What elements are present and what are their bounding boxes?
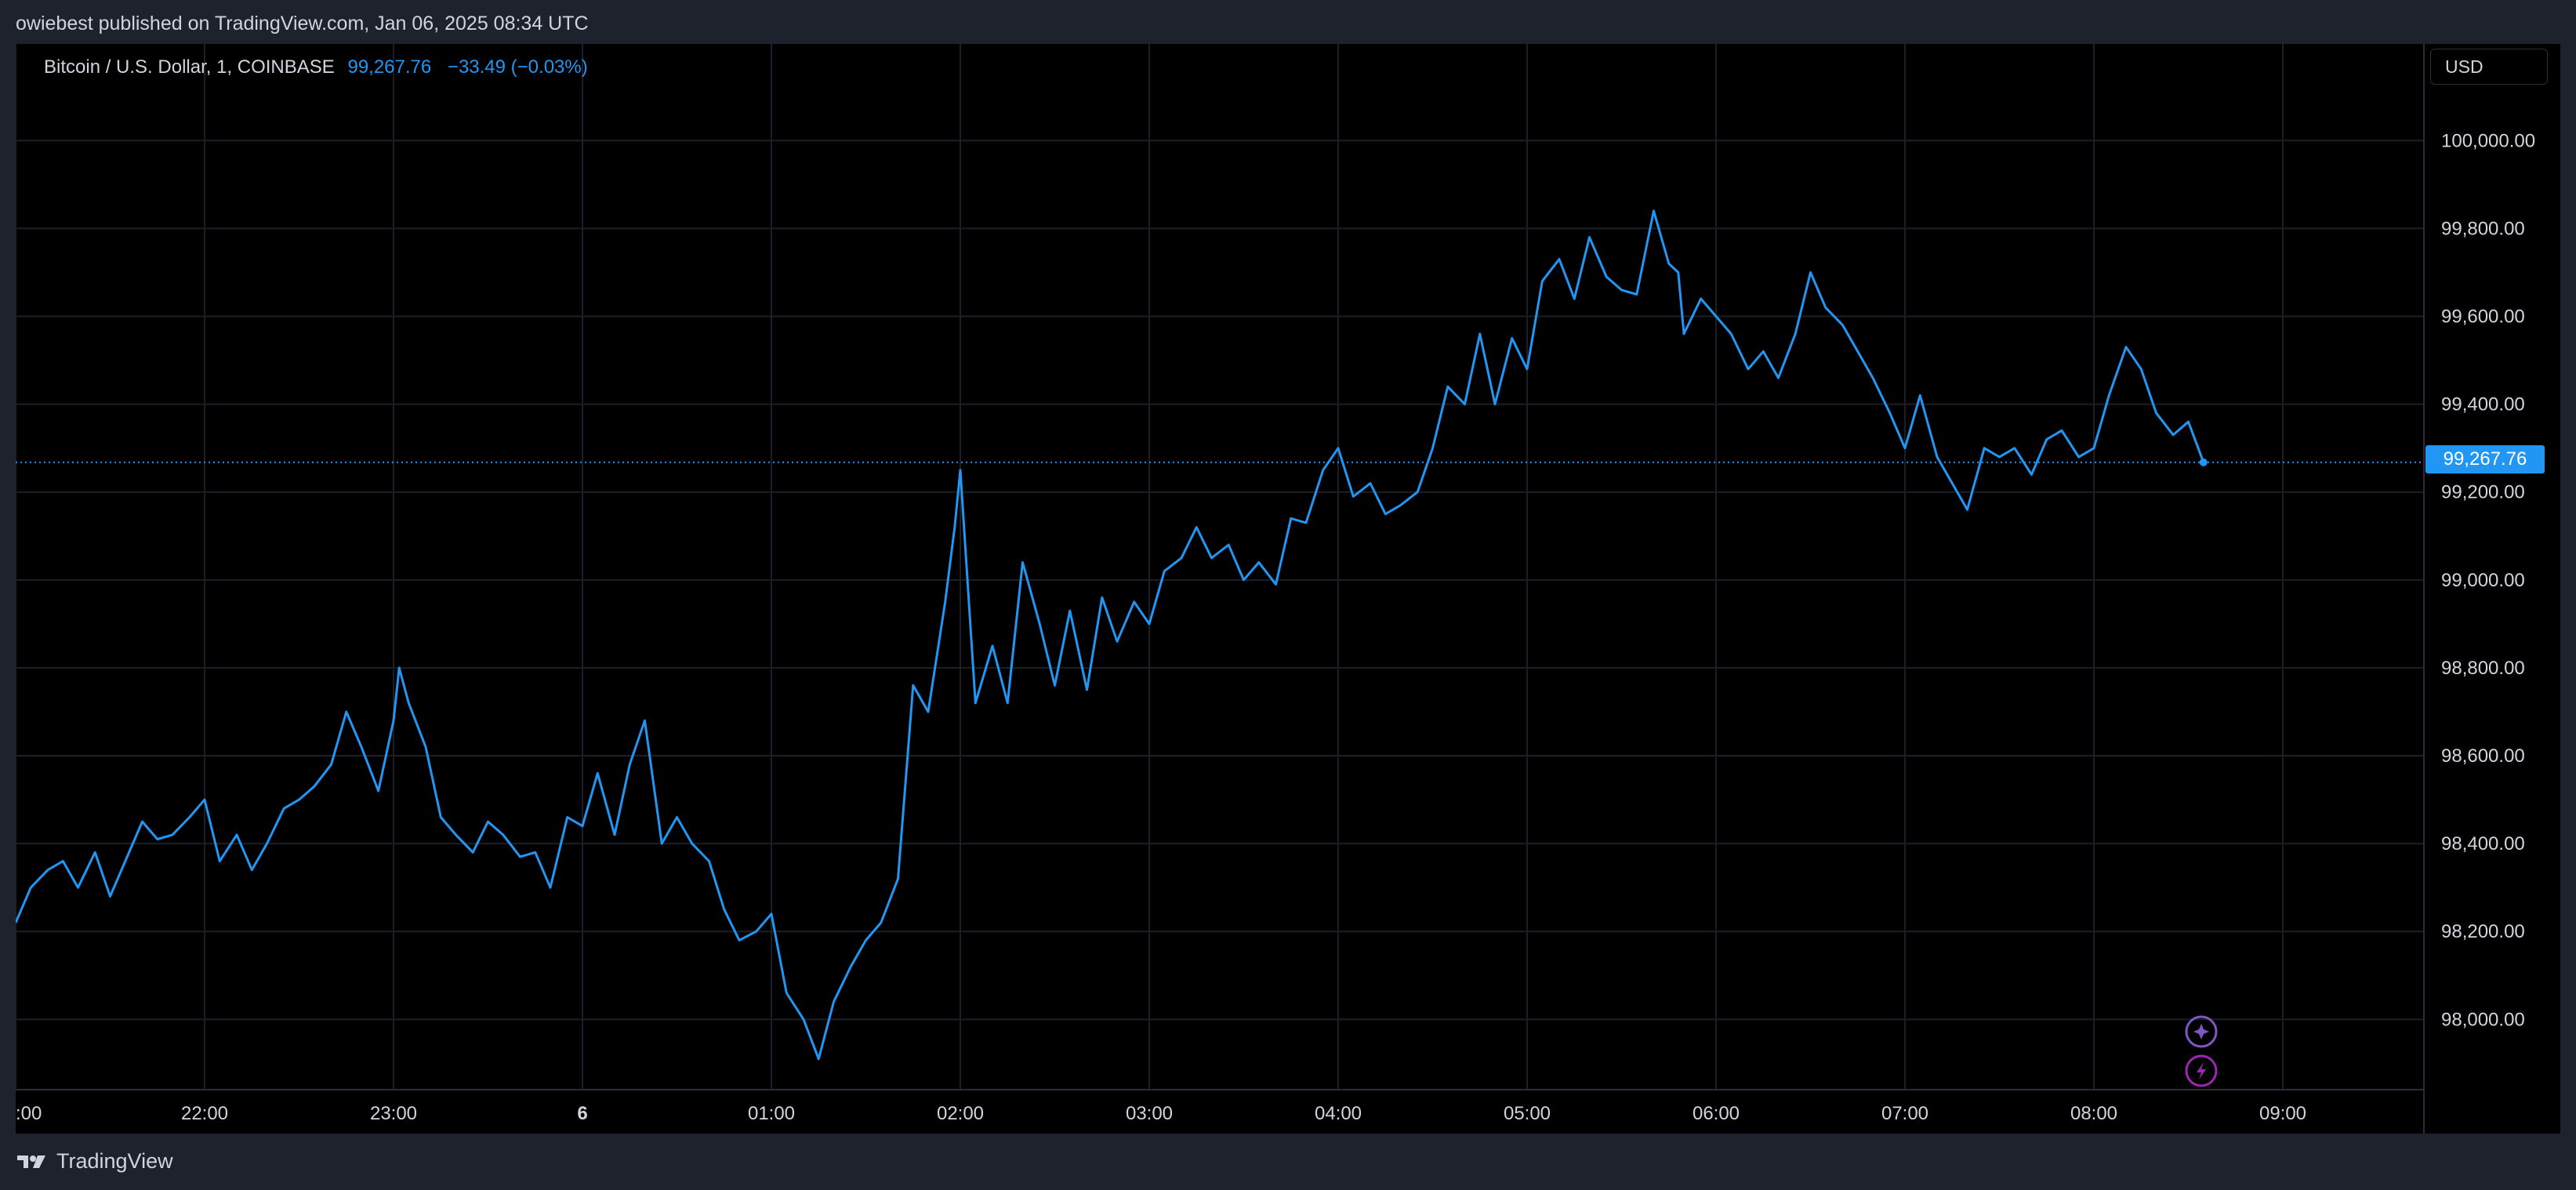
time-tick-label: 23:00 [370,1103,417,1124]
time-tick-label: 6 [577,1103,587,1124]
lightning-icon [2197,1062,2206,1079]
price-axis-labels[interactable]: 98,000.00 98,200.00 98,400.00 98,600.00 98,8… [2441,130,2535,1030]
price-tick-label: 98,200.00 [2441,921,2525,942]
last-price-value: 99,267.76 [347,56,432,78]
currency-button[interactable]: USD [2430,49,2548,85]
price-tick-label: 100,000.00 [2441,130,2535,151]
last-price-tag: 99,267.76 [2425,445,2545,473]
price-tick-label: 99,400.00 [2441,394,2525,415]
last-price-dot [2199,458,2208,466]
time-tick-label: :00 [16,1103,42,1124]
time-tick-label: 22:00 [181,1103,228,1124]
time-tick-label: 02:00 [937,1103,984,1124]
price-tick-label: 99,800.00 [2441,218,2525,239]
chart-grid [16,44,2424,1090]
time-tick-label: 07:00 [1881,1103,1928,1124]
time-tick-label: 04:00 [1315,1103,1362,1124]
lightning-button[interactable] [2185,1054,2218,1087]
price-tick-label: 98,400.00 [2441,833,2525,854]
price-series-line [16,209,2205,1061]
price-tick-label: 98,000.00 [2441,1009,2525,1030]
footer-bar: TradingView [0,1134,2576,1190]
tradingview-logo-icon [17,1155,45,1168]
sparkle-button[interactable] [2185,1015,2218,1048]
published-by-text: owiebest published on TradingView.com, J… [16,13,589,34]
price-tick-label: 98,600.00 [2441,746,2525,767]
price-tick-label: 99,000.00 [2441,570,2525,591]
price-chart[interactable]: 98,000.00 98,200.00 98,400.00 98,600.00 98,8… [16,44,2560,1134]
price-tick-label: 99,200.00 [2441,482,2525,503]
price-tick-label: 99,600.00 [2441,307,2525,328]
time-tick-label: 09:00 [2259,1103,2306,1124]
tradingview-logo[interactable]: TradingView [16,1149,173,1174]
symbol-legend[interactable]: Bitcoin / U.S. Dollar, 1, COINBASE 99,26… [44,56,588,78]
price-tick-label: 98,800.00 [2441,658,2525,679]
tradingview-brand: TradingView [56,1149,173,1173]
price-change: −33.49 (−0.03%) [447,56,588,78]
time-axis-labels[interactable]: :00 22:00 23:00 6 01:00 02:00 03:00 04:00 05:00 0… [16,1103,2306,1124]
sparkle-icon [2193,1024,2209,1039]
symbol-name: Bitcoin / U.S. Dollar, 1, COINBASE [44,56,335,78]
time-tick-label: 05:00 [1504,1103,1551,1124]
chart-area[interactable]: 98,000.00 98,200.00 98,400.00 98,600.00 98,8… [16,44,2560,1134]
time-tick-label: 08:00 [2070,1103,2117,1124]
publication-header: owiebest published on TradingView.com, J… [0,0,2576,44]
time-tick-label: 03:00 [1126,1103,1173,1124]
time-tick-label: 06:00 [1693,1103,1740,1124]
time-tick-label: 01:00 [748,1103,795,1124]
